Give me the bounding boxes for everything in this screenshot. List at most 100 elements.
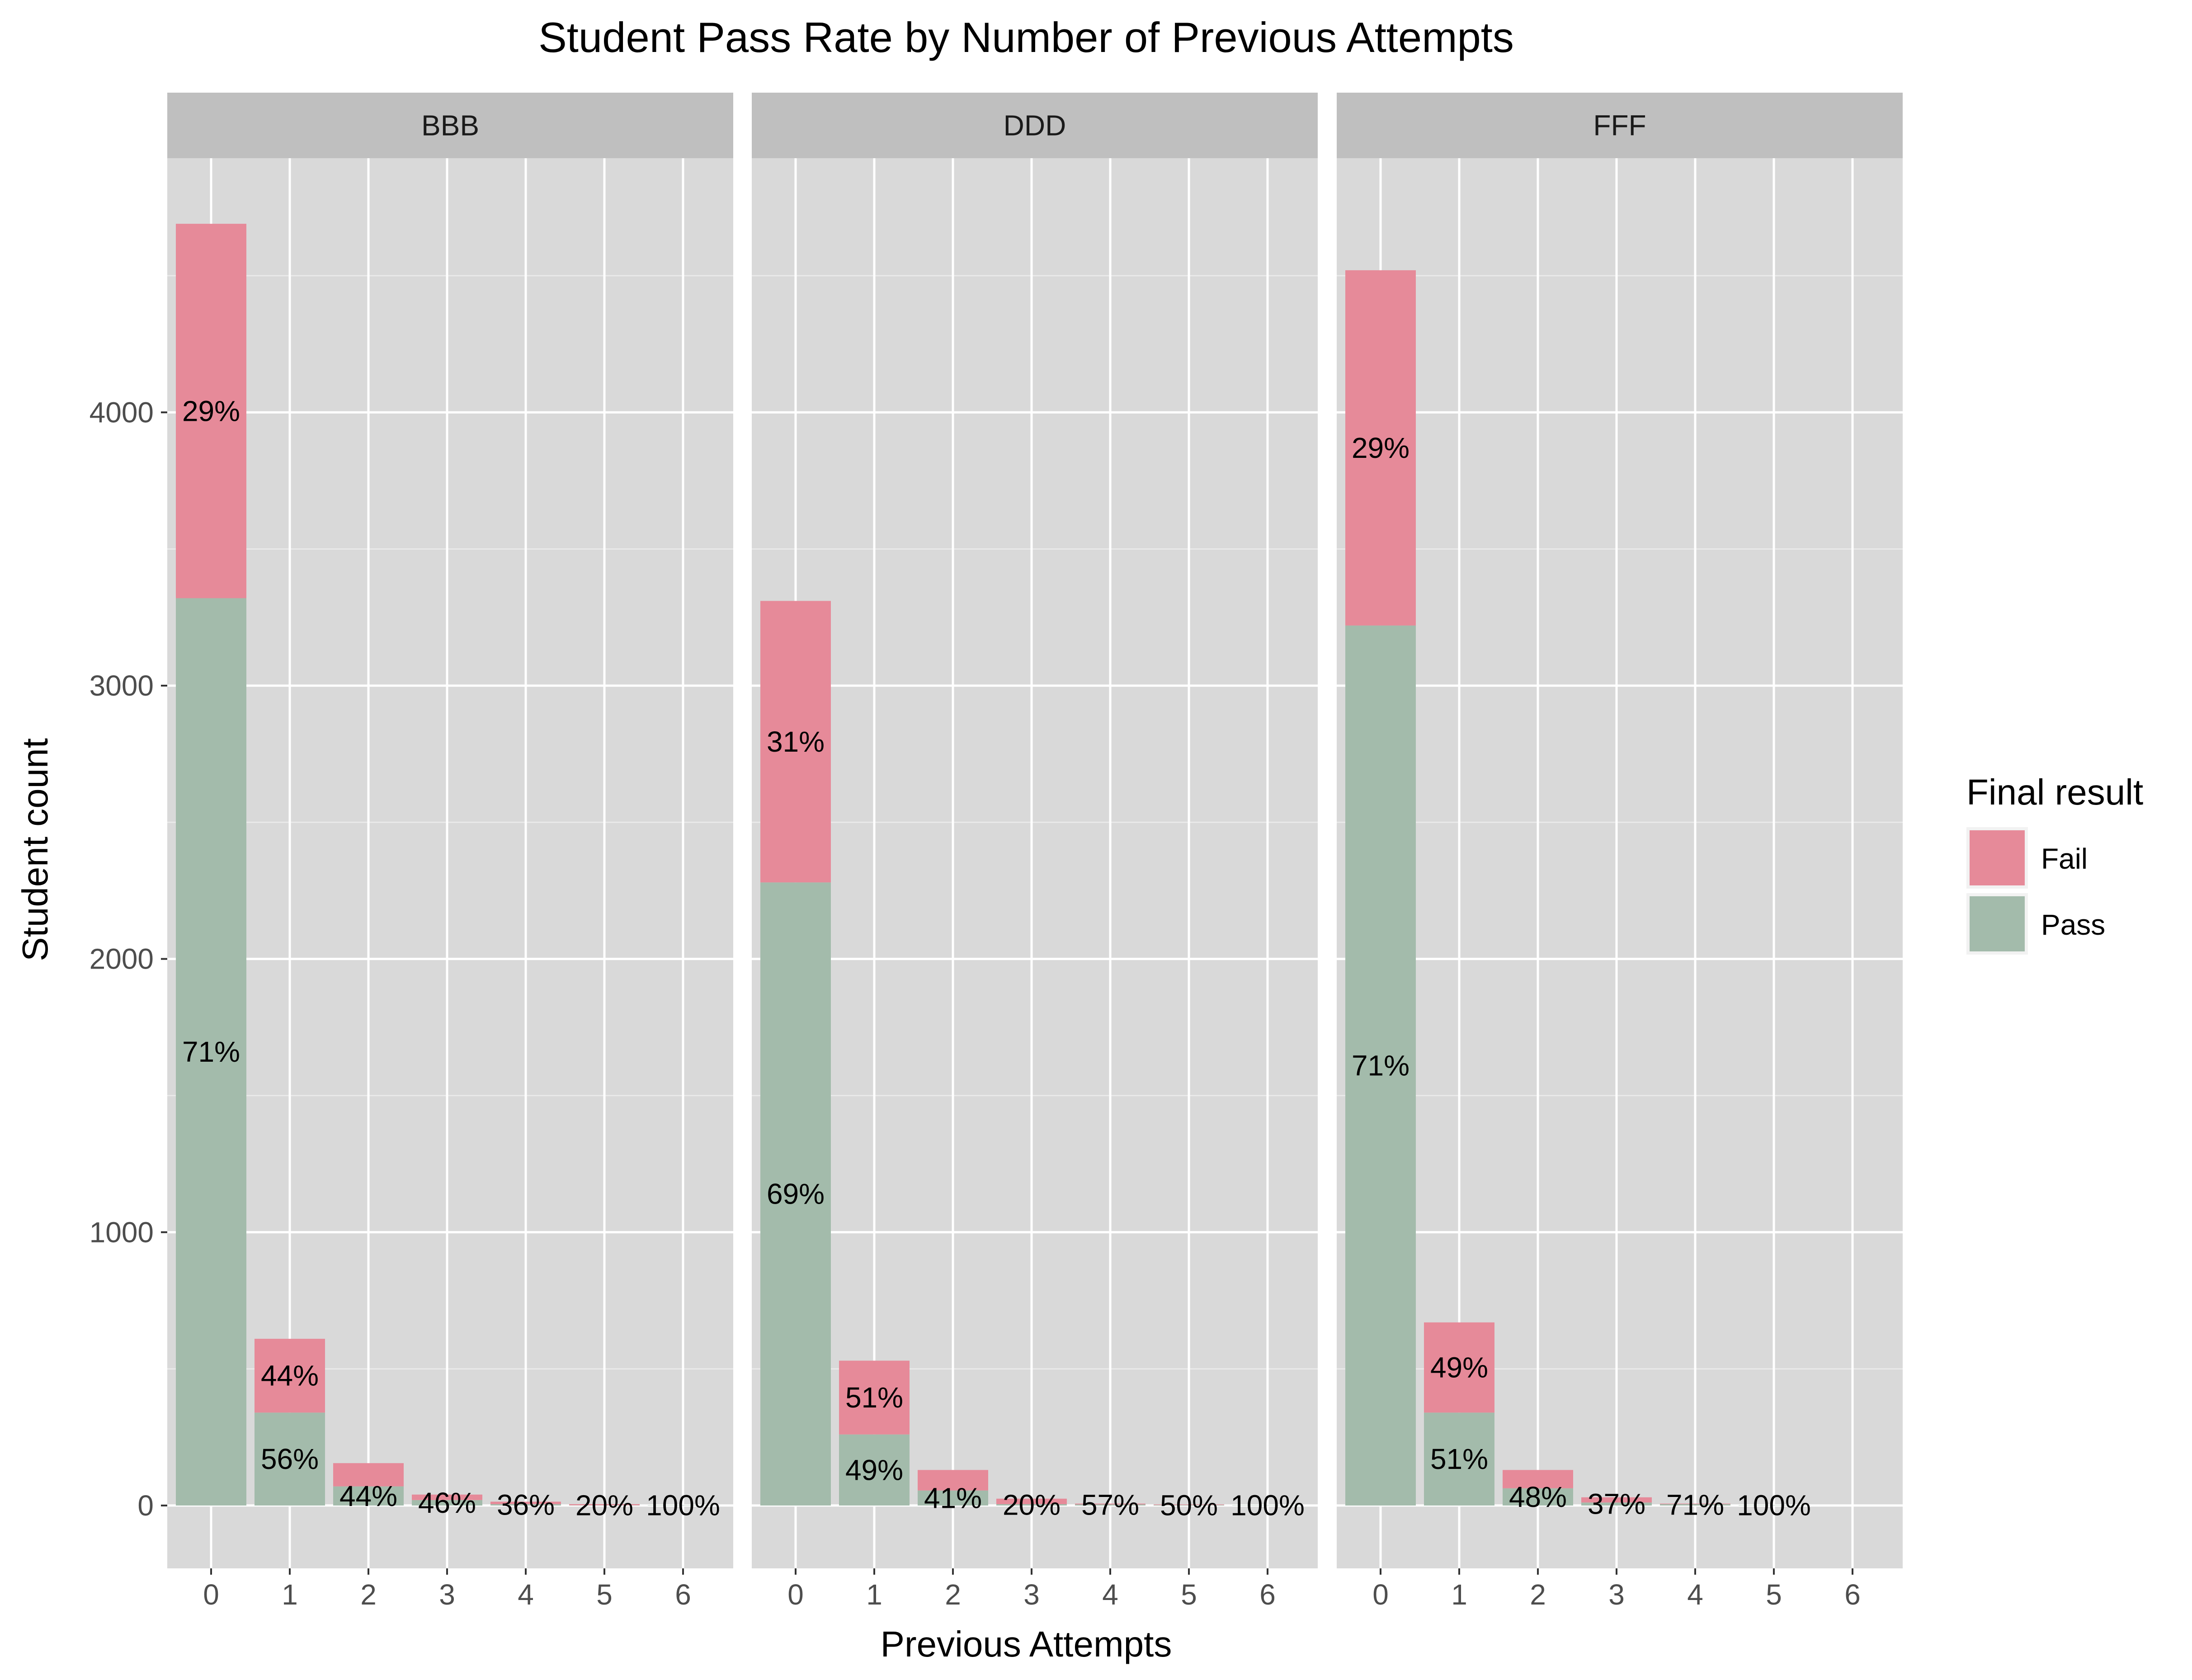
- facet-strip-label: FFF: [1593, 109, 1646, 142]
- bar-label-pass: 48%: [1509, 1481, 1567, 1513]
- bar-pass-5: [569, 1505, 640, 1506]
- bar-label-pass: 46%: [418, 1487, 476, 1519]
- legend-key-fail: [1970, 830, 2025, 885]
- bar-pass-6: [1232, 1505, 1303, 1506]
- bar-labels: 69% 31% 49% 51% 41% 20% 57% 50% 100%: [767, 725, 1305, 1522]
- bar-pass-1: [1424, 1412, 1494, 1506]
- bar-fail-4: [490, 1501, 561, 1504]
- x-tick-label: 1: [1451, 1578, 1467, 1611]
- bar-label-pass: 36%: [497, 1488, 555, 1521]
- x-tick-label: 3: [1023, 1578, 1040, 1611]
- bar-label-pass: 49%: [845, 1454, 903, 1486]
- x-tick-label: 5: [596, 1578, 613, 1611]
- bar-pass-3: [1581, 1502, 1652, 1506]
- facet-panel-bbb: BBB 71% 29% 56% 44% 44% 46% 36% 20% 100% 0 1 2 3 4 5 6: [167, 93, 733, 1611]
- x-tick-label: 5: [1181, 1578, 1197, 1611]
- bar-fail-1: [839, 1360, 910, 1435]
- bar-pass-6: [648, 1505, 718, 1506]
- facet-strip: [752, 93, 1318, 158]
- bar-label-fail: 49%: [1430, 1351, 1488, 1384]
- x-axis: 0 1 2 3 4 5 6: [203, 1568, 691, 1611]
- y-axis-title: Student count: [15, 738, 55, 961]
- y-tick-label: 0: [137, 1489, 154, 1522]
- y-tick-label: 3000: [90, 669, 154, 702]
- x-tick-label: 6: [675, 1578, 691, 1611]
- x-tick-label: 4: [518, 1578, 534, 1611]
- bar-pass-0: [176, 598, 246, 1506]
- bar-label-pass: 51%: [1430, 1443, 1488, 1475]
- bar-label-pass: 71%: [182, 1035, 240, 1068]
- bar-fail-5: [569, 1504, 640, 1506]
- bar-fail-2: [1503, 1470, 1573, 1488]
- bar-fail-0: [1345, 270, 1416, 626]
- bar-label-pass: 37%: [1588, 1488, 1645, 1520]
- bar-fail-3: [412, 1494, 482, 1500]
- bar-fail-2: [918, 1470, 988, 1491]
- bar-label-fail: 31%: [767, 725, 825, 758]
- bar-label-pass: 100%: [1230, 1489, 1305, 1522]
- x-axis: 0 1 2 3 4 5 6: [787, 1568, 1276, 1611]
- bar-pass-4: [1660, 1504, 1730, 1506]
- facet-strip-label: BBB: [421, 109, 479, 142]
- y-tick-label: 1000: [90, 1216, 154, 1248]
- bar-label-pass: 20%: [1003, 1488, 1061, 1521]
- x-tick-label: 0: [203, 1578, 219, 1611]
- bar-labels: 71% 29% 56% 44% 44% 46% 36% 20% 100%: [182, 395, 720, 1521]
- x-tick-label: 3: [1608, 1578, 1625, 1611]
- x-tick-label: 4: [1687, 1578, 1703, 1611]
- x-tick-label: 5: [1766, 1578, 1782, 1611]
- bar-label-pass: 57%: [1081, 1489, 1139, 1521]
- bar-pass-5: [1154, 1505, 1224, 1506]
- bar-pass-1: [255, 1412, 325, 1506]
- x-tick-label: 1: [282, 1578, 298, 1611]
- facet-strip-label: DDD: [1004, 109, 1066, 142]
- facet-strip: [167, 93, 733, 158]
- x-axis-title: Previous Attempts: [881, 1624, 1172, 1664]
- bar-fail-3: [1581, 1497, 1652, 1503]
- chart-title: Student Pass Rate by Number of Previous …: [538, 14, 1514, 61]
- bar-label-pass: 100%: [1737, 1489, 1811, 1522]
- bar-label-fail: 51%: [845, 1381, 903, 1414]
- bar-fail-0: [176, 224, 246, 598]
- bar-pass-4: [490, 1504, 561, 1506]
- facet-panel-fff: FFF 71% 29% 51% 49% 48% 37% 71% 100% 0 1 2 3 4 5 6: [1337, 93, 1903, 1611]
- bar-pass-3: [996, 1504, 1067, 1506]
- bar-label-fail: 29%: [1352, 432, 1409, 464]
- x-tick-label: 2: [945, 1578, 961, 1611]
- legend-label: Fail: [2041, 842, 2088, 875]
- x-tick-label: 2: [360, 1578, 377, 1611]
- bar-pass-2: [918, 1490, 988, 1506]
- bar-label-fail: 44%: [261, 1360, 319, 1392]
- bar-labels: 71% 29% 51% 49% 48% 37% 71% 100%: [1352, 432, 1811, 1522]
- facet-strip: [1337, 93, 1903, 158]
- bar-label-pass: 44%: [339, 1480, 397, 1512]
- x-tick-label: 4: [1102, 1578, 1118, 1611]
- legend: Final result Fail Pass: [1966, 772, 2143, 955]
- bar-label-pass: 20%: [575, 1489, 633, 1522]
- bar-label-pass: 56%: [261, 1443, 319, 1475]
- x-tick-label: 2: [1530, 1578, 1546, 1611]
- x-tick-label: 6: [1844, 1578, 1861, 1611]
- bar-fail-3: [996, 1498, 1067, 1504]
- legend-label: Pass: [2041, 908, 2105, 941]
- bar-pass-2: [1503, 1488, 1573, 1506]
- y-axis: 0 1000 2000 3000 4000: [90, 396, 167, 1522]
- x-tick-label: 0: [787, 1578, 804, 1611]
- facet-panel-ddd: DDD 69% 31% 49% 51% 41% 20% 57% 50% 100% 0 1 2 3 4 5 6: [752, 93, 1318, 1611]
- bar-label-pass: 71%: [1352, 1049, 1409, 1082]
- bar-pass-3: [412, 1500, 482, 1506]
- bar-pass-0: [1345, 625, 1416, 1506]
- bar-fail-1: [1424, 1322, 1494, 1413]
- bar-fail-4: [1075, 1503, 1145, 1505]
- bars: [760, 601, 1303, 1506]
- bar-label-pass: 69%: [767, 1178, 825, 1210]
- x-tick-label: 6: [1259, 1578, 1276, 1611]
- bar-label-pass: 100%: [646, 1489, 720, 1522]
- facet-panels: BBB 71% 29% 56% 44% 44% 46% 36% 20% 100% 0 1 2 3 4 5 6 DD…: [167, 93, 1903, 1611]
- bar-label-fail: 29%: [182, 395, 240, 427]
- bar-label-pass: 50%: [1160, 1489, 1218, 1521]
- bar-pass-1: [839, 1434, 910, 1506]
- bar-fail-1: [255, 1339, 325, 1413]
